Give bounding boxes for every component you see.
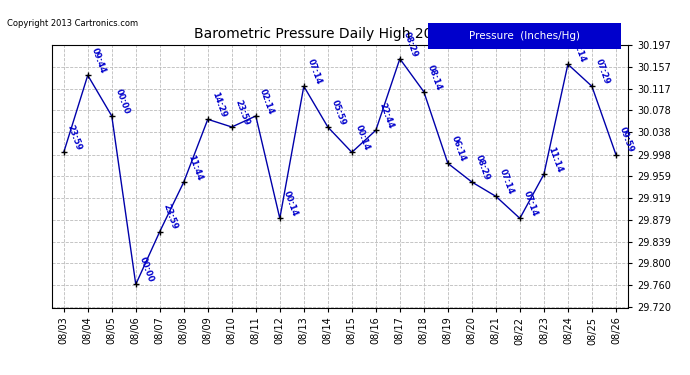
Text: 11:14: 11:14	[546, 146, 564, 174]
Title: Barometric Pressure Daily High 20130827: Barometric Pressure Daily High 20130827	[195, 27, 485, 41]
Text: 06:14: 06:14	[450, 135, 467, 163]
Text: 00:14: 00:14	[282, 190, 299, 218]
Text: 08:14: 08:14	[426, 63, 444, 91]
Text: 05:59: 05:59	[330, 98, 347, 126]
Text: 00:14: 00:14	[354, 124, 371, 152]
Text: 02:14: 02:14	[258, 87, 275, 116]
Text: Pressure  (Inches/Hg): Pressure (Inches/Hg)	[469, 31, 580, 40]
Text: 08:29: 08:29	[402, 30, 420, 58]
Text: 22:44: 22:44	[377, 101, 395, 130]
Text: 14:29: 14:29	[210, 90, 227, 119]
Text: Copyright 2013 Cartronics.com: Copyright 2013 Cartronics.com	[7, 19, 138, 28]
Text: 07:29: 07:29	[594, 58, 611, 86]
Text: 23:59: 23:59	[66, 124, 83, 152]
Text: 07:14: 07:14	[306, 58, 324, 86]
Text: 09:44: 09:44	[90, 46, 107, 75]
Text: 00:00: 00:00	[114, 88, 131, 116]
Text: 07:14: 07:14	[522, 190, 540, 218]
Text: 23:59: 23:59	[161, 203, 179, 231]
Text: 09:59: 09:59	[618, 126, 635, 154]
Text: 11:44: 11:44	[186, 153, 204, 182]
Text: 08:29: 08:29	[474, 153, 491, 182]
Text: 07:14: 07:14	[497, 168, 515, 196]
Text: 07:14: 07:14	[570, 36, 587, 64]
Text: 23:59: 23:59	[234, 98, 251, 126]
Text: 00:00: 00:00	[138, 256, 155, 284]
